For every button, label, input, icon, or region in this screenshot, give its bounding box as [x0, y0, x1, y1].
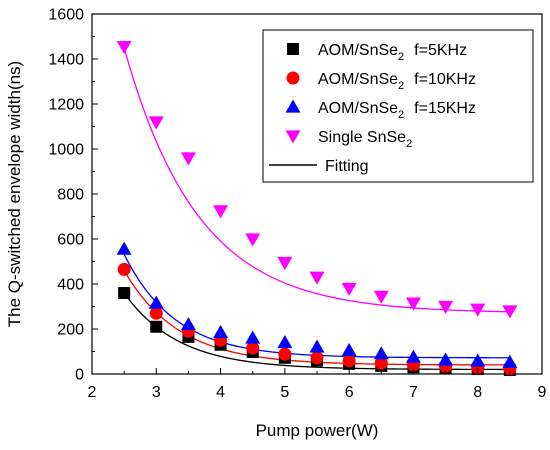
legend-label: Fitting [325, 158, 369, 175]
data-point [245, 233, 261, 247]
legend: AOM/SnSe2 f=5KHz AOM/SnSe2 f=10KHz AOM/SnSe2… [262, 29, 534, 183]
data-point [116, 241, 132, 255]
data-point [150, 320, 163, 333]
data-point [246, 341, 260, 355]
data-point [117, 262, 131, 276]
legend-item: Single SnSe2 [285, 129, 412, 150]
x-tick-label: 3 [152, 384, 161, 401]
data-point [309, 271, 325, 285]
legend-marker [285, 130, 301, 144]
data-point [278, 347, 292, 361]
y-tick-label: 200 [57, 322, 84, 339]
legend-label: Single SnSe2 [318, 129, 412, 150]
data-point [149, 306, 163, 320]
y-axis-label: The Q-switched envelope width(ns) [5, 61, 24, 327]
data-markers [116, 41, 518, 376]
data-point [116, 41, 132, 55]
data-point [341, 282, 357, 296]
x-axis-label: Pump power(W) [256, 421, 379, 440]
legend-label: AOM/SnSe2 f=10KHz [318, 71, 476, 92]
legend-item-fitting: Fitting [269, 158, 369, 175]
y-tick-label: 1400 [48, 52, 84, 69]
data-point [502, 354, 518, 368]
legend-marker [285, 99, 301, 113]
data-point [502, 305, 518, 319]
y-tick-label: 0 [75, 367, 84, 384]
legend-marker [286, 71, 300, 85]
data-point [405, 349, 421, 363]
y-axis-ticks: 0 200 400 600 800 1000 1200 1400 1600 [48, 7, 98, 384]
y-tick-label: 1000 [48, 142, 84, 159]
data-point [470, 303, 486, 317]
data-point [405, 297, 421, 311]
legend-item: AOM/SnSe2 f=5KHz [287, 42, 467, 63]
y-tick-label: 400 [57, 277, 84, 294]
data-point [373, 346, 389, 360]
data-point [438, 300, 454, 314]
series-4 [116, 41, 518, 319]
data-point [309, 339, 325, 353]
data-point [245, 330, 261, 344]
legend-box [262, 29, 534, 183]
y-tick-label: 800 [57, 187, 84, 204]
y-tick-label: 600 [57, 232, 84, 249]
data-point [118, 287, 131, 299]
x-tick-label: 9 [538, 384, 547, 401]
data-point [213, 324, 229, 338]
x-tick-label: 2 [88, 384, 97, 401]
data-point [342, 354, 356, 368]
data-point [277, 257, 293, 271]
legend-marker [287, 43, 299, 55]
x-tick-label: 8 [473, 384, 482, 401]
y-tick-label: 1200 [48, 97, 84, 114]
x-tick-label: 5 [280, 384, 289, 401]
legend-label: AOM/SnSe2 f=5KHz [318, 42, 467, 63]
series-3 [116, 241, 518, 368]
legend-item: AOM/SnSe2 f=10KHz [286, 71, 476, 92]
data-point [180, 317, 196, 331]
data-point [180, 152, 196, 166]
data-point [277, 335, 293, 349]
legend-label: AOM/SnSe2 f=15KHz [318, 100, 476, 121]
data-point [438, 352, 454, 366]
data-point [148, 116, 164, 130]
data-point [213, 205, 229, 219]
data-point [374, 356, 388, 370]
x-tick-label: 7 [409, 384, 418, 401]
x-axis-ticks: 2 3 4 5 6 7 8 9 [88, 368, 547, 401]
data-point [373, 290, 389, 304]
data-point [341, 342, 357, 356]
data-point [470, 353, 486, 367]
data-point [148, 295, 164, 309]
data-point [310, 351, 324, 365]
x-tick-label: 6 [345, 384, 354, 401]
legend-item: AOM/SnSe2 f=15KHz [285, 99, 476, 121]
y-tick-label: 1600 [48, 7, 84, 24]
x-tick-label: 4 [216, 384, 225, 401]
